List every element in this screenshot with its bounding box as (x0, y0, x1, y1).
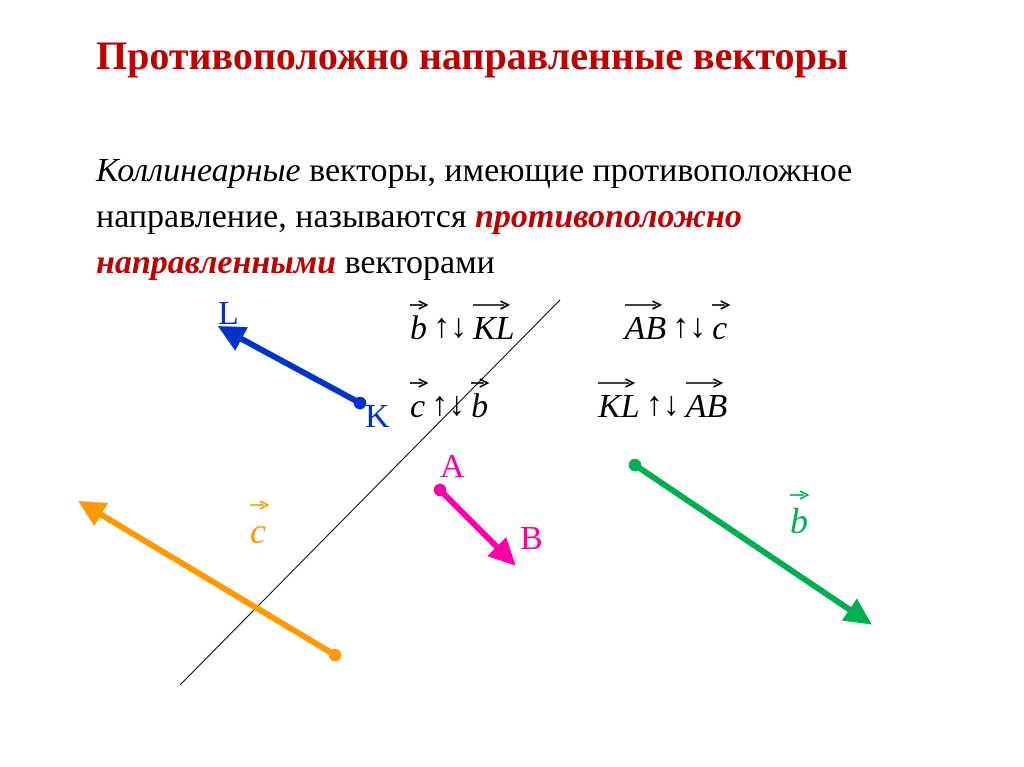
label-c: c (250, 500, 266, 552)
vector-b (635, 465, 865, 620)
label-b: b (790, 490, 808, 542)
label-A: A (440, 448, 465, 486)
label-K: K (365, 398, 390, 436)
label-L: L (218, 295, 239, 333)
vector-c-start-dot (329, 649, 342, 662)
vector-diagram (0, 0, 1024, 767)
guide-line (180, 300, 560, 685)
vector-b-start-dot (629, 459, 642, 472)
vector-c (85, 505, 335, 655)
vector-KL (225, 330, 360, 403)
label-B: B (520, 520, 543, 558)
vector-AB (440, 490, 510, 560)
